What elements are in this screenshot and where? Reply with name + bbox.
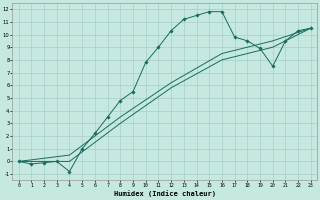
X-axis label: Humidex (Indice chaleur): Humidex (Indice chaleur) bbox=[114, 190, 216, 197]
